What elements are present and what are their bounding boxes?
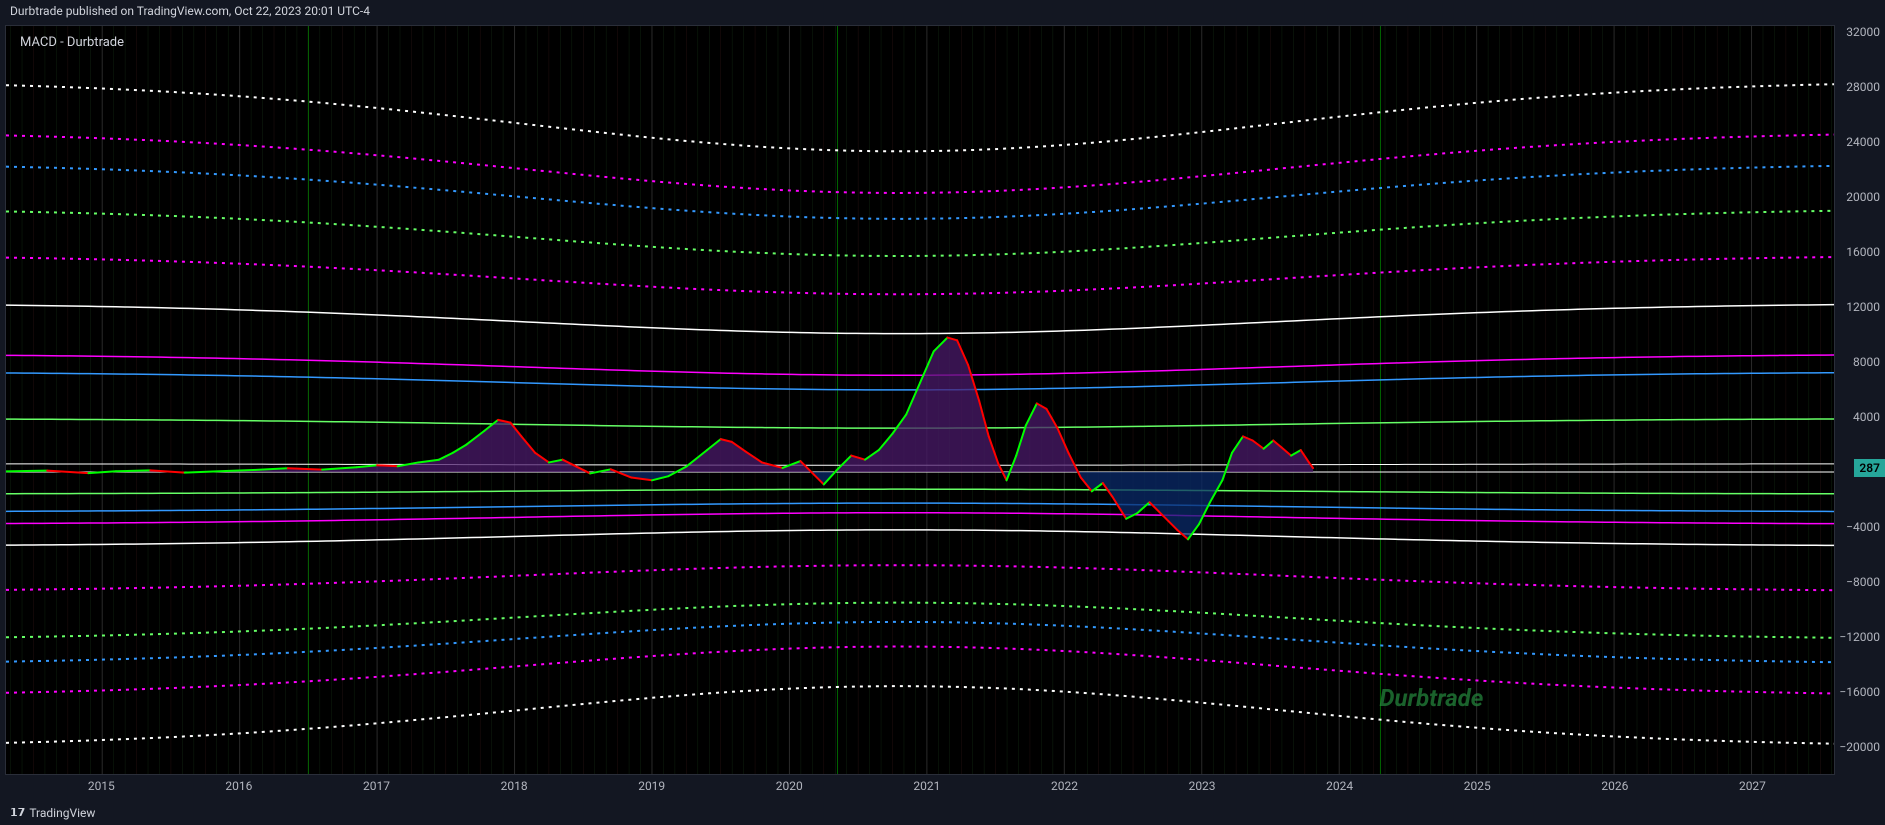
footer-bar: 𝟭𝟳 TradingView [0, 800, 1885, 825]
x-tick: 2015 [88, 779, 115, 793]
chart-svg [6, 26, 1834, 774]
x-axis[interactable]: 2015 2016 2017 2018 2019 2020 2021 2022 2023 2024… [5, 775, 1835, 800]
y-tick: 16000 [1846, 245, 1880, 259]
chart-panel[interactable] [5, 25, 1835, 775]
x-tick: 2020 [776, 779, 803, 793]
x-tick: 2021 [913, 779, 940, 793]
y-tick: −12000 [1839, 630, 1880, 644]
current-value-tag: 287 [1854, 459, 1885, 477]
x-tick: 2026 [1601, 779, 1628, 793]
x-tick: 2018 [501, 779, 528, 793]
x-tick: 2016 [225, 779, 252, 793]
x-tick: 2022 [1051, 779, 1078, 793]
y-tick: −4000 [1846, 520, 1880, 534]
author-watermark: Durbtrade [1379, 684, 1483, 712]
y-tick: −8000 [1846, 575, 1880, 589]
y-tick: 28000 [1846, 80, 1880, 94]
x-tick: 2027 [1739, 779, 1766, 793]
y-tick: 12000 [1846, 300, 1880, 314]
y-tick: 20000 [1846, 190, 1880, 204]
tradingview-logo-icon: 𝟭𝟳 [10, 806, 25, 819]
y-tick: 8000 [1853, 355, 1880, 369]
x-tick: 2019 [638, 779, 665, 793]
brand-text: TradingView [29, 806, 95, 820]
y-tick: −16000 [1839, 685, 1880, 699]
y-tick: 32000 [1846, 25, 1880, 39]
attribution-bar: Durbtrade published on TradingView.com, … [0, 0, 1885, 25]
x-tick: 2017 [363, 779, 390, 793]
y-tick: 24000 [1846, 135, 1880, 149]
y-axis[interactable]: 320002800024000200001600012000800040000−… [1835, 25, 1885, 775]
y-tick: −20000 [1839, 740, 1880, 754]
x-tick: 2023 [1189, 779, 1216, 793]
x-tick: 2025 [1464, 779, 1491, 793]
x-tick: 2024 [1326, 779, 1353, 793]
y-tick: 4000 [1853, 410, 1880, 424]
attribution-text: Durbtrade published on TradingView.com, … [10, 4, 370, 18]
indicator-label: MACD - Durbtrade [20, 35, 124, 50]
